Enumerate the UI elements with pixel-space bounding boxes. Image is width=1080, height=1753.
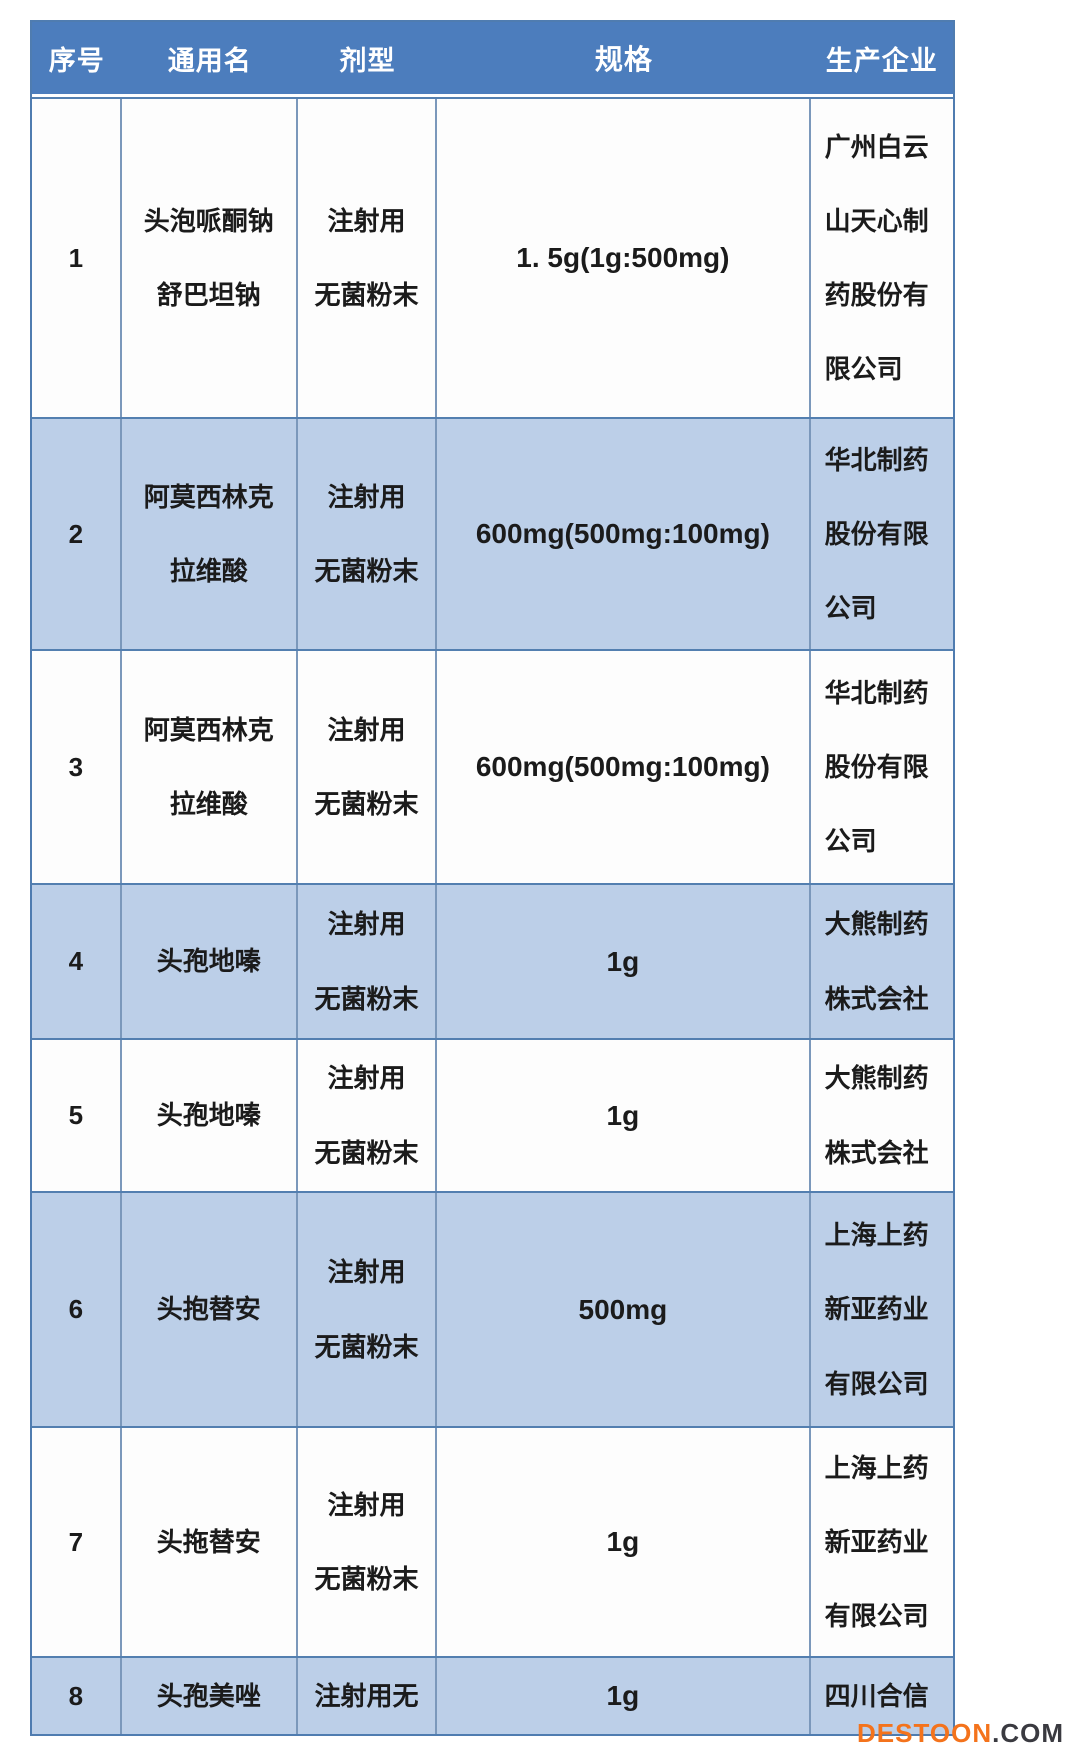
- watermark-brand: DESTOON: [857, 1718, 993, 1748]
- serial-cell: 1: [32, 99, 122, 417]
- manufacturer-cell: 华北制药 股份有限 公司: [824, 677, 929, 857]
- dosage-form-cell: 注射用 无菌粉末: [298, 651, 438, 883]
- spec-cell: 500mg: [437, 1193, 811, 1426]
- generic-name-cell: 阿莫西林克 拉维酸: [122, 651, 298, 883]
- table-row: 6 头抱替安 注射用 无菌粉末 500mg 上海上药 新亚药业 有限公司: [32, 1191, 953, 1426]
- manufacturer-cell: 上海上药 新亚药业 有限公司: [824, 1220, 929, 1399]
- generic-name-cell: 头孢美唑: [122, 1658, 298, 1734]
- col-header-spec: 规格: [594, 44, 653, 75]
- manufacturer-cell: 四川合信: [824, 1680, 929, 1711]
- spec-cell: 1. 5g(1g:500mg): [437, 99, 811, 417]
- table-row: 4 头孢地嗪 注射用 无菌粉末 1g 大熊制药 株式会社: [32, 883, 953, 1038]
- generic-name-cell: 头孢地嗪: [122, 885, 298, 1038]
- col-header-dosage-form: 剂型: [339, 45, 396, 76]
- serial-cell: 3: [32, 651, 122, 883]
- col-header-generic-name: 通用名: [167, 45, 252, 76]
- table-row: 3 阿莫西林克 拉维酸 注射用 无菌粉末 600mg(500mg:100mg) …: [32, 649, 953, 883]
- serial-cell: 5: [32, 1040, 122, 1191]
- table-row: 1 头泡哌酮钠 舒巴坦钠 注射用 无菌粉末 1. 5g(1g:500mg) 广州…: [32, 97, 953, 417]
- drug-table: 序号 通用名 剂型 规格 生产企业 1 头泡哌酮钠 舒巴坦钠 注射用 无菌粉末 …: [30, 20, 955, 1736]
- serial-cell: 8: [32, 1658, 122, 1734]
- spec-cell: 1g: [437, 885, 811, 1038]
- spec-cell: 1g: [437, 1658, 811, 1734]
- generic-name-cell: 头拖替安: [122, 1428, 298, 1656]
- serial-cell: 2: [32, 419, 122, 649]
- table-header-row: 序号 通用名 剂型 规格 生产企业: [32, 22, 953, 97]
- generic-name-cell: 头孢地嗪: [122, 1040, 298, 1191]
- watermark: DESTOON.COM: [857, 1718, 1064, 1749]
- dosage-form-cell: 注射用 无菌粉末: [298, 1428, 438, 1656]
- spec-cell: 600mg(500mg:100mg): [437, 419, 811, 649]
- table-row: 7 头拖替安 注射用 无菌粉末 1g 上海上药 新亚药业 有限公司: [32, 1426, 953, 1656]
- spec-cell: 1g: [437, 1428, 811, 1656]
- generic-name-cell: 头抱替安: [122, 1193, 298, 1426]
- dosage-form-cell: 注射用 无菌粉末: [298, 419, 438, 649]
- manufacturer-cell: 大熊制药 株式会社: [824, 909, 929, 1014]
- dosage-form-cell: 注射用 无菌粉末: [298, 1040, 438, 1191]
- serial-cell: 4: [32, 885, 122, 1038]
- serial-cell: 7: [32, 1428, 122, 1656]
- dosage-form-cell: 注射用 无菌粉末: [298, 885, 438, 1038]
- table-row: 2 阿莫西林克 拉维酸 注射用 无菌粉末 600mg(500mg:100mg) …: [32, 417, 953, 649]
- dosage-form-cell: 注射用 无菌粉末: [298, 99, 438, 417]
- serial-cell: 6: [32, 1193, 122, 1426]
- manufacturer-cell: 上海上药 新亚药业 有限公司: [824, 1452, 929, 1632]
- col-header-manufacturer: 生产企业: [825, 45, 938, 76]
- table-row: 5 头孢地嗪 注射用 无菌粉末 1g 大熊制药 株式会社: [32, 1038, 953, 1191]
- spec-cell: 1g: [437, 1040, 811, 1191]
- manufacturer-cell: 华北制药 股份有限 公司: [824, 444, 929, 624]
- dosage-form-cell: 注射用无: [298, 1658, 438, 1734]
- generic-name-cell: 阿莫西林克 拉维酸: [122, 419, 298, 649]
- col-header-serial: 序号: [48, 45, 105, 76]
- spec-cell: 600mg(500mg:100mg): [437, 651, 811, 883]
- generic-name-cell: 头泡哌酮钠 舒巴坦钠: [122, 99, 298, 417]
- manufacturer-cell: 大熊制药 株式会社: [824, 1063, 929, 1168]
- watermark-suffix: .COM: [992, 1718, 1064, 1748]
- table-row: 8 头孢美唑 注射用无 1g 四川合信: [32, 1656, 953, 1734]
- manufacturer-cell: 广州白云 山天心制 药股份有 限公司: [824, 131, 929, 385]
- dosage-form-cell: 注射用 无菌粉末: [298, 1193, 438, 1426]
